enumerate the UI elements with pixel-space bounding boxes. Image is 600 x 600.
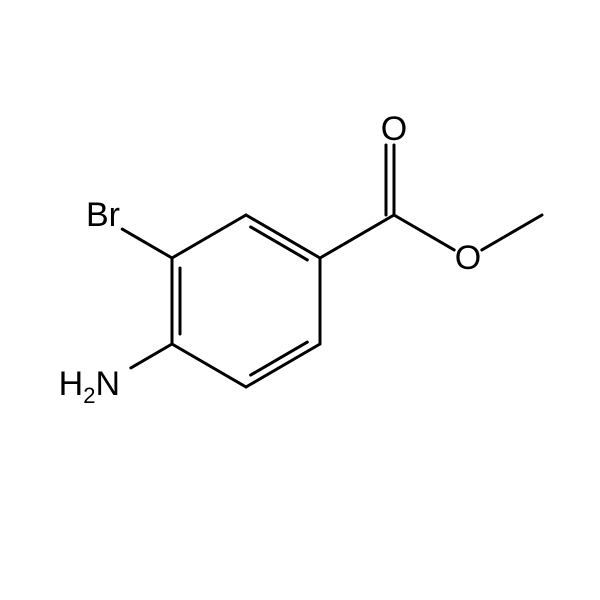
atom-label-o8: O (381, 112, 407, 146)
molecule-canvas: O O H2N Br (0, 0, 600, 600)
atom-label-n11: H2N (59, 367, 120, 407)
atom-label-o9: O (455, 241, 481, 275)
bond-layer (0, 0, 600, 600)
atom-label-br12: Br (86, 198, 120, 232)
